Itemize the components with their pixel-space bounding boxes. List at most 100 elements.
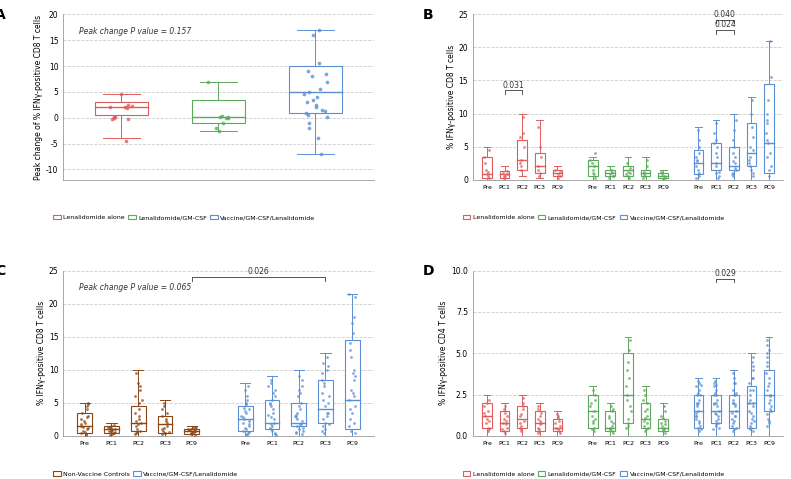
Point bbox=[303, 124, 316, 132]
Point bbox=[346, 409, 359, 417]
Point bbox=[760, 369, 773, 377]
Legend: Lenalidomide alone, Lenalidomide/GM-CSF, Vaccine/GM-CSF/Lenalidomide: Lenalidomide alone, Lenalidomide/GM-CSF,… bbox=[460, 468, 727, 479]
Bar bbox=[747, 386, 756, 428]
Point bbox=[744, 110, 757, 117]
Point bbox=[239, 386, 252, 393]
Point bbox=[710, 136, 722, 144]
Point bbox=[532, 424, 545, 432]
Point bbox=[517, 417, 530, 425]
Point bbox=[515, 156, 528, 164]
Point bbox=[691, 156, 703, 164]
Point bbox=[105, 115, 118, 123]
Point bbox=[291, 409, 304, 417]
Point bbox=[620, 424, 633, 432]
Point bbox=[691, 399, 703, 407]
Point bbox=[691, 166, 704, 173]
Point bbox=[158, 429, 171, 436]
Point bbox=[622, 168, 634, 176]
Bar bbox=[623, 353, 633, 422]
Point bbox=[588, 162, 600, 170]
Point bbox=[710, 402, 723, 410]
Point bbox=[323, 420, 335, 428]
Point bbox=[320, 78, 333, 85]
Point bbox=[761, 358, 774, 365]
Point bbox=[161, 409, 173, 417]
Point bbox=[607, 419, 619, 426]
Point bbox=[347, 313, 360, 321]
Point bbox=[156, 412, 168, 420]
Point bbox=[347, 419, 360, 426]
Y-axis label: Peak change of % IFNγ-positive CD8 T cells: Peak change of % IFNγ-positive CD8 T cel… bbox=[34, 14, 44, 180]
Point bbox=[130, 369, 142, 377]
Point bbox=[605, 422, 618, 430]
Point bbox=[240, 430, 252, 438]
Point bbox=[690, 412, 702, 420]
Text: D: D bbox=[423, 264, 435, 278]
Point bbox=[743, 399, 755, 407]
Point bbox=[623, 164, 636, 171]
Point bbox=[291, 415, 304, 423]
Point bbox=[763, 346, 775, 354]
Point bbox=[709, 377, 721, 385]
Point bbox=[302, 111, 315, 119]
Point bbox=[710, 162, 722, 170]
Bar bbox=[641, 170, 650, 176]
Point bbox=[320, 409, 333, 417]
Point bbox=[184, 430, 197, 438]
Point bbox=[235, 412, 248, 420]
Bar bbox=[605, 170, 615, 176]
Point bbox=[312, 59, 325, 67]
Point bbox=[133, 427, 146, 434]
Bar bbox=[95, 102, 148, 115]
Point bbox=[214, 114, 227, 121]
Point bbox=[313, 85, 326, 93]
Point bbox=[264, 402, 277, 410]
Point bbox=[584, 402, 596, 410]
Point bbox=[694, 381, 707, 388]
Point bbox=[760, 110, 773, 117]
Point bbox=[532, 166, 544, 173]
Point bbox=[189, 427, 202, 434]
Point bbox=[267, 406, 280, 413]
Point bbox=[744, 422, 756, 430]
Point bbox=[623, 336, 636, 344]
Point bbox=[498, 415, 510, 423]
Point bbox=[726, 396, 739, 403]
Point bbox=[301, 98, 313, 106]
Point bbox=[105, 425, 118, 433]
Text: 0.031: 0.031 bbox=[502, 80, 524, 90]
Point bbox=[551, 425, 564, 433]
Point bbox=[638, 168, 650, 176]
Point bbox=[132, 406, 145, 413]
Point bbox=[585, 399, 597, 407]
Point bbox=[293, 406, 306, 413]
Point bbox=[589, 415, 601, 423]
Point bbox=[514, 425, 527, 433]
Bar bbox=[588, 160, 597, 176]
Point bbox=[553, 417, 566, 425]
Bar bbox=[318, 380, 333, 422]
Bar bbox=[764, 84, 774, 173]
Point bbox=[501, 171, 513, 178]
Point bbox=[155, 406, 168, 413]
Point bbox=[656, 422, 668, 430]
Point bbox=[78, 428, 91, 436]
Point bbox=[161, 419, 173, 426]
Bar bbox=[747, 124, 756, 166]
Point bbox=[74, 420, 87, 428]
Point bbox=[729, 412, 741, 420]
Point bbox=[532, 162, 545, 170]
Point bbox=[585, 160, 598, 167]
Point bbox=[312, 135, 324, 142]
Point bbox=[535, 409, 547, 417]
Point bbox=[321, 412, 334, 420]
Point bbox=[221, 114, 234, 122]
Point bbox=[587, 386, 600, 393]
Point bbox=[729, 160, 741, 167]
Point bbox=[483, 424, 495, 432]
Point bbox=[130, 429, 142, 436]
Point bbox=[269, 429, 282, 436]
Bar bbox=[191, 100, 245, 123]
Point bbox=[269, 430, 282, 438]
Point bbox=[305, 72, 318, 80]
